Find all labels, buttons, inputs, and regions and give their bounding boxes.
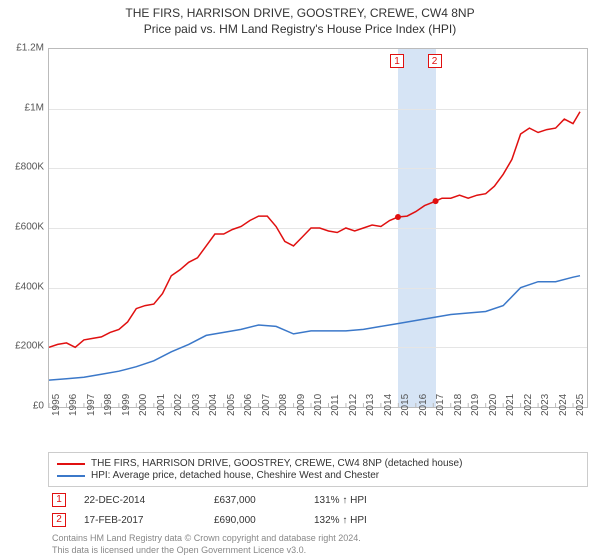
x-tick-label: 2022 xyxy=(523,394,534,416)
sale-row-hpi: 132% ↑ HPI xyxy=(314,515,367,526)
sale-row-marker: 2 xyxy=(52,513,66,527)
x-tick-label: 1995 xyxy=(51,394,62,416)
footnote-line-1: Contains HM Land Registry data © Crown c… xyxy=(52,533,588,545)
x-tick-label: 1996 xyxy=(68,394,79,416)
sale-row-hpi: 131% ↑ HPI xyxy=(314,495,367,506)
x-tick-label: 2002 xyxy=(173,394,184,416)
x-tick-label: 2000 xyxy=(138,394,149,416)
series-line xyxy=(49,112,580,348)
series-legend-box: THE FIRS, HARRISON DRIVE, GOOSTREY, CREW… xyxy=(48,452,588,487)
y-tick-label: £600K xyxy=(15,222,44,233)
sale-row-price: £637,000 xyxy=(214,495,314,506)
y-tick-label: £0 xyxy=(33,401,44,412)
x-tick-label: 2021 xyxy=(505,394,516,416)
plot-area xyxy=(48,48,588,408)
y-tick-label: £1M xyxy=(25,102,44,113)
x-tick-label: 2015 xyxy=(400,394,411,416)
x-tick-label: 2003 xyxy=(191,394,202,416)
sale-row-marker: 1 xyxy=(52,493,66,507)
legend-row: THE FIRS, HARRISON DRIVE, GOOSTREY, CREW… xyxy=(57,458,579,469)
chart-svg xyxy=(49,49,587,407)
x-tick-label: 2019 xyxy=(470,394,481,416)
legend-label: HPI: Average price, detached house, Ches… xyxy=(91,470,379,481)
x-tick-label: 2013 xyxy=(365,394,376,416)
x-tick-label: 2014 xyxy=(383,394,394,416)
title-line-2: Price paid vs. HM Land Registry's House … xyxy=(0,22,600,36)
title-block: THE FIRS, HARRISON DRIVE, GOOSTREY, CREW… xyxy=(0,0,600,36)
y-tick-label: £1.2M xyxy=(16,43,44,54)
sale-dot xyxy=(433,198,439,204)
x-tick-label: 2010 xyxy=(313,394,324,416)
x-tick-label: 1999 xyxy=(121,394,132,416)
x-tick-label: 2016 xyxy=(418,394,429,416)
x-tick-label: 2024 xyxy=(558,394,569,416)
series-line xyxy=(49,276,580,380)
legend-row: HPI: Average price, detached house, Ches… xyxy=(57,470,579,481)
footnote: Contains HM Land Registry data © Crown c… xyxy=(48,533,588,556)
sale-marker-box: 1 xyxy=(390,54,404,68)
x-tick-label: 2007 xyxy=(261,394,272,416)
x-tick-label: 2001 xyxy=(156,394,167,416)
sale-marker-box: 2 xyxy=(428,54,442,68)
sale-row-date: 22-DEC-2014 xyxy=(84,495,214,506)
x-tick-label: 2018 xyxy=(453,394,464,416)
x-tick-label: 2017 xyxy=(435,394,446,416)
x-tick-label: 2004 xyxy=(208,394,219,416)
y-tick-label: £200K xyxy=(15,341,44,352)
x-tick-label: 2005 xyxy=(226,394,237,416)
title-line-1: THE FIRS, HARRISON DRIVE, GOOSTREY, CREW… xyxy=(0,6,600,20)
x-tick-label: 1998 xyxy=(103,394,114,416)
x-tick-label: 2023 xyxy=(540,394,551,416)
chart-container: THE FIRS, HARRISON DRIVE, GOOSTREY, CREW… xyxy=(0,0,600,560)
x-tick-label: 2008 xyxy=(278,394,289,416)
sale-row-date: 17-FEB-2017 xyxy=(84,515,214,526)
legend-swatch xyxy=(57,475,85,477)
legend-swatch xyxy=(57,463,85,465)
x-tick-label: 2012 xyxy=(348,394,359,416)
y-tick-label: £800K xyxy=(15,162,44,173)
sale-row: 2 17-FEB-2017£690,000132% ↑ HPI xyxy=(48,513,588,527)
y-tick-label: £400K xyxy=(15,281,44,292)
x-tick-label: 2025 xyxy=(575,394,586,416)
sale-row-price: £690,000 xyxy=(214,515,314,526)
legend-area: THE FIRS, HARRISON DRIVE, GOOSTREY, CREW… xyxy=(48,452,588,556)
x-tick-label: 2009 xyxy=(296,394,307,416)
sales-table: 1 22-DEC-2014£637,000131% ↑ HPI 2 17-FEB-20… xyxy=(48,493,588,527)
sale-dot xyxy=(395,214,401,220)
x-tick-label: 2011 xyxy=(330,394,341,416)
x-tick-label: 1997 xyxy=(86,394,97,416)
sale-row: 1 22-DEC-2014£637,000131% ↑ HPI xyxy=(48,493,588,507)
x-tick-label: 2006 xyxy=(243,394,254,416)
x-tick-label: 2020 xyxy=(488,394,499,416)
legend-label: THE FIRS, HARRISON DRIVE, GOOSTREY, CREW… xyxy=(91,458,462,469)
footnote-line-2: This data is licensed under the Open Gov… xyxy=(52,545,588,557)
